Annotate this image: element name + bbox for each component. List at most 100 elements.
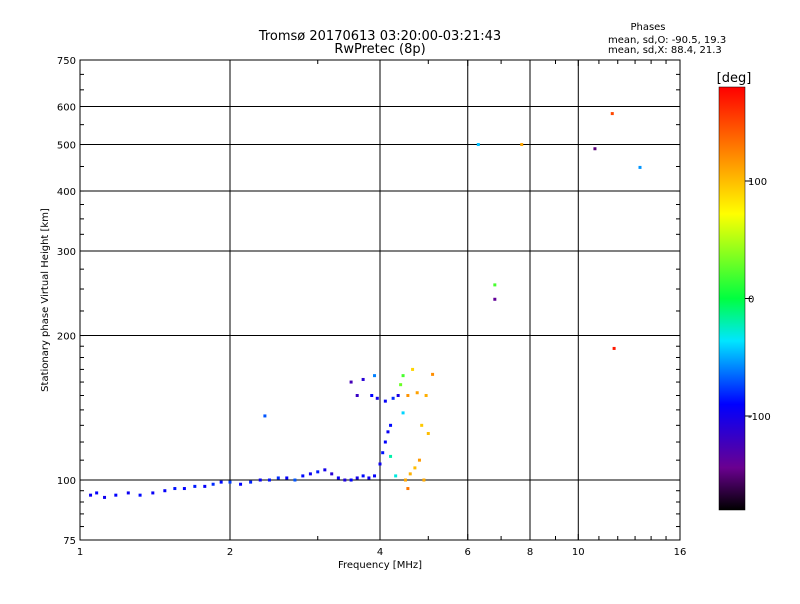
- data-point: [193, 484, 197, 488]
- data-point: [411, 367, 415, 371]
- data-point: [316, 470, 320, 474]
- data-point: [520, 143, 524, 147]
- chart-subtitle: RwPretec (8p): [334, 42, 425, 57]
- data-point: [258, 478, 262, 482]
- data-point: [403, 478, 407, 482]
- data-point: [413, 466, 417, 470]
- data-point: [276, 476, 280, 480]
- data-point: [301, 474, 305, 478]
- data-point: [95, 491, 99, 495]
- data-point: [323, 468, 327, 472]
- data-point: [383, 440, 387, 444]
- y-tick-label: 300: [57, 247, 76, 258]
- data-point: [367, 476, 371, 480]
- x-axis-ticks: 1 2 4 6 8 10 16: [77, 60, 687, 558]
- colorbar-tick-label: 0: [748, 295, 754, 306]
- data-points: [89, 112, 642, 499]
- data-point: [203, 484, 207, 488]
- y-tick-label: 500: [57, 141, 76, 152]
- stats-x-mode: mean, sd,X: 88.4, 21.3: [608, 45, 722, 56]
- x-tick-label: 16: [674, 547, 687, 558]
- data-point: [476, 143, 480, 147]
- data-point: [330, 472, 334, 476]
- colorbar: [718, 86, 746, 511]
- data-point: [401, 411, 405, 415]
- data-point: [406, 394, 410, 398]
- colorbar-ticks: 100 0 -100: [745, 177, 771, 423]
- data-point: [349, 380, 353, 384]
- data-point: [431, 372, 435, 376]
- colorbar-tick-label: 100: [748, 177, 767, 188]
- colorbar-tick-label: -100: [748, 412, 771, 423]
- data-point: [417, 458, 421, 462]
- data-point: [336, 476, 340, 480]
- y-tick-label: 600: [57, 103, 76, 114]
- data-point: [399, 383, 403, 387]
- stats-heading: Phases: [630, 22, 665, 33]
- data-point: [163, 489, 167, 493]
- data-point: [308, 472, 312, 476]
- x-tick-label: 2: [227, 547, 233, 558]
- data-point: [211, 482, 215, 486]
- data-point: [493, 297, 497, 301]
- x-axis-label: Frequency [MHz]: [338, 560, 422, 571]
- data-point: [391, 396, 395, 400]
- data-point: [406, 487, 410, 491]
- data-point: [386, 430, 390, 434]
- y-tick-label: 400: [57, 187, 76, 198]
- data-point: [420, 423, 424, 427]
- data-point: [408, 472, 412, 476]
- data-point: [424, 394, 428, 398]
- data-point: [249, 480, 253, 484]
- x-tick-label: 10: [572, 547, 585, 558]
- data-point: [593, 147, 597, 151]
- data-point: [370, 394, 374, 398]
- data-point: [126, 491, 130, 495]
- grid-lines: [80, 60, 680, 540]
- colorbar-label: [deg]: [717, 71, 752, 86]
- data-point: [103, 495, 107, 499]
- data-point: [182, 487, 186, 491]
- data-point: [426, 432, 430, 436]
- x-tick-label: 6: [465, 547, 471, 558]
- y-tick-label: 200: [57, 332, 76, 343]
- data-point: [239, 482, 243, 486]
- data-point: [378, 462, 382, 466]
- data-point: [373, 474, 377, 478]
- data-point: [361, 474, 365, 478]
- y-tick-label: 750: [57, 56, 76, 67]
- y-axis-ticks: 75 100 200 300 400 500 600 750: [57, 56, 680, 547]
- data-point: [349, 478, 353, 482]
- data-point: [373, 374, 377, 378]
- data-point: [138, 493, 142, 497]
- data-point: [355, 476, 359, 480]
- data-point: [89, 493, 93, 497]
- x-tick-label: 4: [377, 547, 383, 558]
- data-point: [493, 283, 497, 287]
- data-point: [361, 377, 365, 381]
- data-point: [381, 451, 385, 455]
- data-point: [267, 478, 271, 482]
- data-point: [638, 165, 642, 169]
- data-point: [610, 112, 614, 116]
- data-point: [285, 476, 289, 480]
- data-point: [219, 480, 223, 484]
- data-point: [394, 474, 398, 478]
- data-point: [389, 454, 393, 458]
- data-point: [396, 394, 400, 398]
- y-tick-label: 75: [63, 536, 76, 547]
- data-point: [343, 478, 347, 482]
- data-point: [263, 414, 267, 418]
- data-point: [383, 399, 387, 403]
- data-point: [114, 493, 118, 497]
- data-point: [293, 478, 297, 482]
- data-point: [401, 374, 405, 378]
- data-point: [389, 423, 393, 427]
- data-point: [151, 491, 155, 495]
- data-point: [228, 480, 232, 484]
- data-point: [612, 346, 616, 350]
- y-tick-label: 100: [57, 476, 76, 487]
- data-point: [173, 487, 177, 491]
